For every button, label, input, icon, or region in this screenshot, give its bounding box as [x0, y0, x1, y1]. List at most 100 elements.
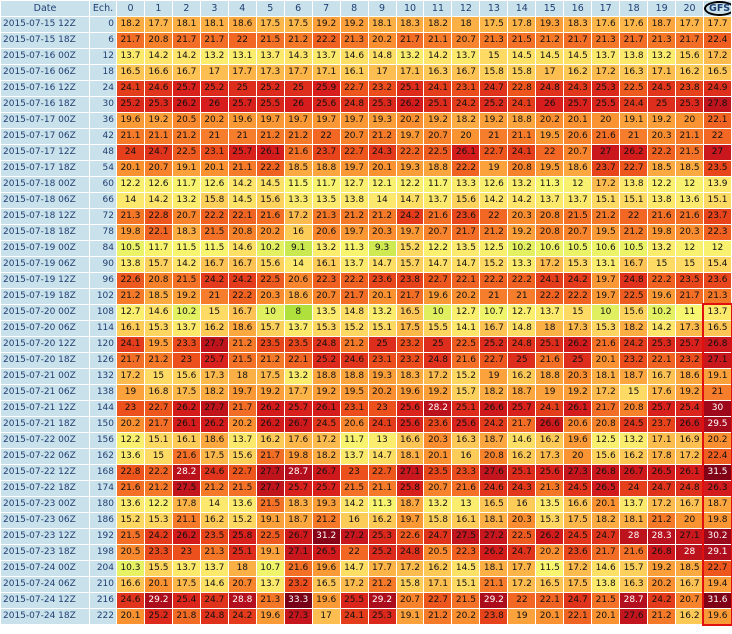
- value-cell: 21.7: [228, 401, 256, 416]
- value-cell: 16.5: [536, 577, 564, 592]
- value-cell: 21.2: [144, 481, 172, 496]
- value-cell: 19.1: [256, 513, 284, 528]
- value-cell: 15.8: [480, 65, 508, 80]
- value-cell: 15: [620, 385, 648, 400]
- value-cell: 10.6: [536, 241, 564, 256]
- value-cell: 25.7: [676, 337, 704, 352]
- value-cell: 16.2: [564, 65, 592, 80]
- value-cell: 22.2: [312, 33, 340, 48]
- value-cell: 20: [452, 129, 480, 144]
- value-cell: 20.1: [592, 609, 620, 624]
- gfs-value-cell: 22.3: [704, 225, 731, 240]
- value-cell: 16.2: [620, 449, 648, 464]
- member-column-header: 10: [396, 1, 424, 16]
- value-cell: 22.1: [648, 353, 676, 368]
- value-cell: 19.5: [340, 385, 368, 400]
- value-cell: 13.5: [452, 241, 480, 256]
- table-row: 2015-07-17 18Z 54 20.1 20.7 19.1 20.1 21.1 22.2…: [1, 161, 731, 176]
- value-cell: 22: [480, 209, 508, 224]
- value-cell: 22.8: [117, 465, 144, 480]
- value-cell: 23: [172, 545, 200, 560]
- value-cell: 28.7: [620, 593, 648, 608]
- value-cell: 15: [648, 257, 676, 272]
- value-cell: 13.7: [564, 193, 592, 208]
- value-cell: 25.2: [144, 609, 172, 624]
- value-cell: 21.5: [200, 225, 228, 240]
- value-cell: 22.1: [284, 353, 312, 368]
- row-ech: 150: [90, 417, 116, 432]
- value-cell: 17.2: [592, 65, 620, 80]
- value-cell: 10.2: [648, 305, 676, 320]
- value-cell: 18.6: [676, 369, 704, 384]
- value-cell: 13.7: [228, 433, 256, 448]
- value-cell: 17: [200, 65, 228, 80]
- value-cell: 25.6: [396, 401, 424, 416]
- value-cell: 24.1: [508, 145, 536, 160]
- value-cell: 20.1: [564, 113, 592, 128]
- value-cell: 15: [480, 49, 508, 64]
- value-cell: 17.2: [340, 577, 368, 592]
- value-cell: 25.1: [396, 81, 424, 96]
- member-column-header: 3: [200, 1, 228, 16]
- value-cell: 16.7: [480, 321, 508, 336]
- value-cell: 25.3: [368, 97, 396, 112]
- value-cell: 16.7: [228, 305, 256, 320]
- value-cell: 21: [508, 289, 536, 304]
- value-cell: 10: [256, 305, 284, 320]
- value-cell: 26.5: [312, 545, 340, 560]
- value-cell: 25: [648, 97, 676, 112]
- value-cell: 20.8: [480, 449, 508, 464]
- value-cell: 21.6: [117, 481, 144, 496]
- value-cell: 27.5: [452, 529, 480, 544]
- value-cell: 20: [564, 449, 592, 464]
- value-cell: 21: [620, 129, 648, 144]
- value-cell: 24.1: [536, 401, 564, 416]
- gfs-value-cell: 29.5: [704, 417, 731, 432]
- value-cell: 20.7: [424, 481, 452, 496]
- value-cell: 15.1: [452, 577, 480, 592]
- table-row: 2015-07-22 12Z 168 22.8 22.2 28.2 24.6 22.7 27.…: [1, 465, 731, 480]
- value-cell: 25: [368, 337, 396, 352]
- value-cell: 18.7: [508, 385, 536, 400]
- value-cell: 24.8: [424, 353, 452, 368]
- value-cell: 15.2: [340, 321, 368, 336]
- value-cell: 14.8: [340, 305, 368, 320]
- value-cell: 27.7: [256, 481, 284, 496]
- gfs-value-cell: 27.8: [704, 97, 731, 112]
- value-cell: 24.6: [340, 353, 368, 368]
- value-cell: 18.1: [368, 17, 396, 32]
- value-cell: 26: [536, 97, 564, 112]
- value-cell: 20.7: [424, 129, 452, 144]
- value-cell: 21.7: [396, 33, 424, 48]
- value-cell: 21.7: [144, 417, 172, 432]
- value-cell: 20.8: [228, 225, 256, 240]
- value-cell: 10.7: [480, 305, 508, 320]
- value-cell: 15.5: [144, 561, 172, 576]
- value-cell: 23.7: [648, 417, 676, 432]
- value-cell: 21.2: [312, 513, 340, 528]
- value-cell: 18: [228, 561, 256, 576]
- value-cell: 20.2: [452, 289, 480, 304]
- row-date: 2015-07-22 12Z: [1, 465, 89, 480]
- value-cell: 19.6: [396, 385, 424, 400]
- value-cell: 20.1: [200, 161, 228, 176]
- table-row: 2015-07-20 18Z 126 21.7 21.2 23 25.7 21.5 21.2 2…: [1, 353, 731, 368]
- value-cell: 19: [117, 385, 144, 400]
- value-cell: 21.5: [508, 33, 536, 48]
- value-cell: 26.1: [452, 145, 480, 160]
- value-cell: 15.7: [256, 321, 284, 336]
- gfs-value-cell: 13.7: [704, 305, 731, 320]
- value-cell: 18.8: [340, 369, 368, 384]
- value-cell: 19: [508, 609, 536, 624]
- value-cell: 17.8: [508, 17, 536, 32]
- value-cell: 21.7: [592, 401, 620, 416]
- value-cell: 18.2: [452, 113, 480, 128]
- value-cell: 21.6: [620, 545, 648, 560]
- value-cell: 21.2: [424, 609, 452, 624]
- member-column-header: 18: [620, 1, 648, 16]
- value-cell: 18.7: [620, 369, 648, 384]
- value-cell: 13.5: [312, 193, 340, 208]
- value-cell: 24.8: [340, 97, 368, 112]
- value-cell: 11.5: [200, 241, 228, 256]
- value-cell: 21.3: [648, 33, 676, 48]
